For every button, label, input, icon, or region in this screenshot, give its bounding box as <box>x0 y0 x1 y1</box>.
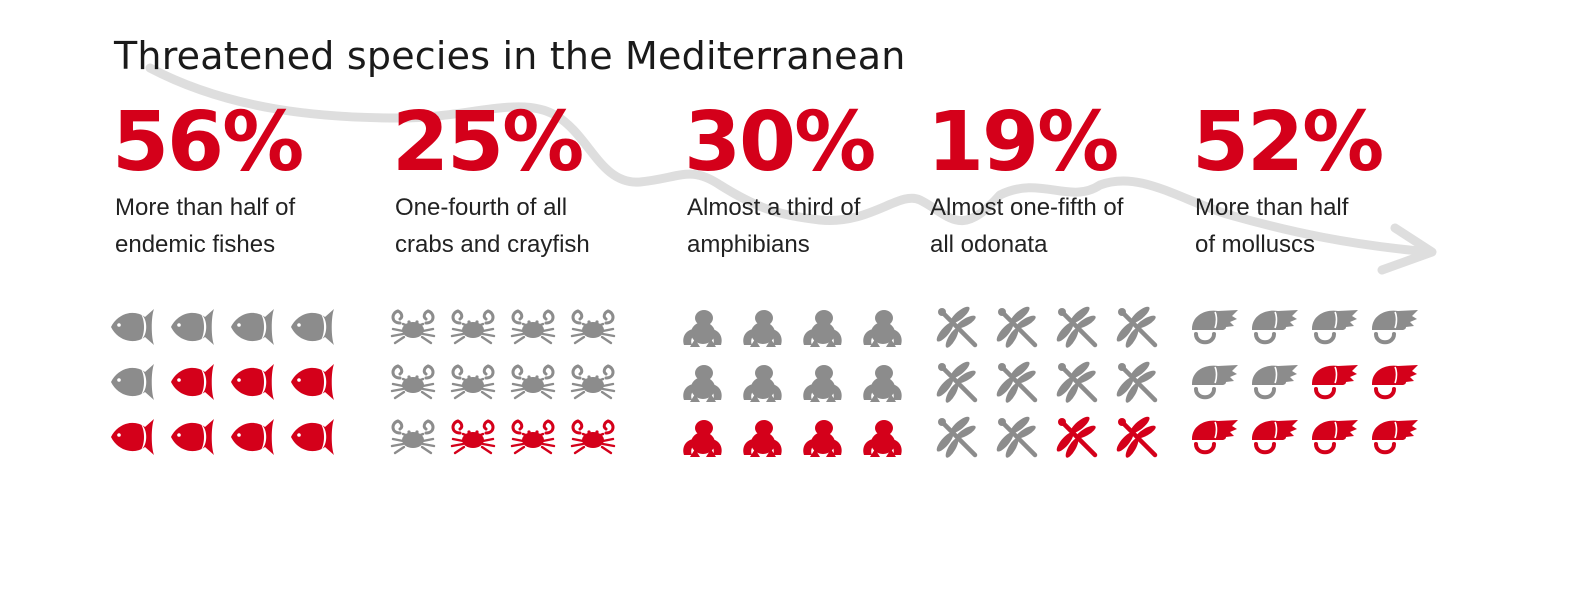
group-odonata: 19% Almost one-fifth of all odonata <box>927 95 1197 263</box>
group-amphibians: 30% Almost a third of amphibians <box>684 95 954 263</box>
snail-shell-icon <box>1192 420 1238 455</box>
group-description: More than half of molluscs <box>1192 189 1462 263</box>
crab-icon <box>510 419 556 455</box>
percent-value: 19% <box>927 95 1119 190</box>
crab-icon <box>390 419 436 455</box>
icon-grid-svg <box>390 309 616 455</box>
crab-icon <box>510 364 556 400</box>
group-crabs: 25% One-fourth of all crabs and crayfish <box>392 95 662 263</box>
dragonfly-icon <box>936 416 978 458</box>
frog-icon <box>803 365 842 402</box>
snail-shell-icon <box>1312 365 1358 400</box>
icon-grid-svg <box>111 309 334 455</box>
icon-grid-amphibians <box>678 305 948 465</box>
snail-shell-icon <box>1372 310 1418 345</box>
snail-shell-icon <box>1372 365 1418 400</box>
percent-value: 56% <box>112 95 304 190</box>
percent-value: 52% <box>1192 95 1384 190</box>
description-line-1: One-fourth of all <box>395 194 568 221</box>
frog-icon <box>743 365 782 402</box>
dragonfly-icon <box>996 306 1038 348</box>
fish-icon <box>291 364 334 400</box>
icon-grid-odonata <box>933 305 1203 465</box>
dragonfly-icon <box>1056 416 1098 458</box>
dragonfly-icon <box>996 416 1038 458</box>
description-line-1: Almost a third of <box>687 194 861 221</box>
description-line-2: amphibians <box>687 231 810 258</box>
fish-icon <box>111 419 154 455</box>
fish-icon <box>231 364 274 400</box>
description-line-2: crabs and crayfish <box>395 231 590 258</box>
frog-icon <box>683 420 722 457</box>
snail-shell-icon <box>1192 310 1238 345</box>
crab-icon <box>450 419 496 455</box>
frog-icon <box>683 365 722 402</box>
description-line-2: of molluscs <box>1195 231 1316 258</box>
crab-icon <box>570 419 616 455</box>
group-description: More than half of endemic fishes <box>112 189 382 263</box>
crab-icon <box>570 309 616 345</box>
snail-shell-icon <box>1252 310 1298 345</box>
fish-icon <box>111 364 154 400</box>
frog-icon <box>863 420 902 457</box>
frog-icon <box>803 420 842 457</box>
fish-icon <box>291 309 334 345</box>
frog-icon <box>743 310 782 347</box>
frog-icon <box>863 365 902 402</box>
dragonfly-icon <box>1056 306 1098 348</box>
snail-shell-icon <box>1252 365 1298 400</box>
dragonfly-icon <box>996 361 1038 403</box>
group-molluscs: 52% More than half of molluscs <box>1192 95 1462 263</box>
icon-grid-svg <box>683 310 902 457</box>
dragonfly-icon <box>1116 416 1158 458</box>
crab-icon <box>450 364 496 400</box>
crab-icon <box>390 309 436 345</box>
snail-shell-icon <box>1312 420 1358 455</box>
frog-icon <box>803 310 842 347</box>
snail-shell-icon <box>1252 420 1298 455</box>
dragonfly-icon <box>1116 361 1158 403</box>
crab-icon <box>390 364 436 400</box>
snail-shell-icon <box>1372 420 1418 455</box>
fish-icon <box>171 364 214 400</box>
dragonfly-icon <box>1116 306 1158 348</box>
percent-value: 25% <box>392 95 584 190</box>
group-description: Almost one-fifth of all odonata <box>927 189 1197 263</box>
dragonfly-icon <box>936 361 978 403</box>
frog-icon <box>683 310 722 347</box>
fish-icon <box>171 419 214 455</box>
fish-icon <box>231 419 274 455</box>
icon-grid-fishes <box>108 305 378 465</box>
group-fishes: 56% More than half of endemic fishes <box>112 95 382 263</box>
dragonfly-icon <box>1056 361 1098 403</box>
icon-grid-crabs <box>388 305 658 465</box>
snail-shell-icon <box>1192 365 1238 400</box>
snail-shell-icon <box>1312 310 1358 345</box>
page-title: Threatened species in the Mediterranean <box>114 34 906 78</box>
icon-grid-svg <box>1192 310 1418 455</box>
frog-icon <box>863 310 902 347</box>
icon-grid-molluscs <box>1188 305 1458 465</box>
group-description: Almost a third of amphibians <box>684 189 954 263</box>
description-line-2: endemic fishes <box>115 231 276 258</box>
description-line-1: Almost one-fifth of <box>930 194 1124 221</box>
description-line-1: More than half <box>1195 194 1349 221</box>
percent-value: 30% <box>684 95 876 190</box>
fish-icon <box>291 419 334 455</box>
dragonfly-icon <box>936 306 978 348</box>
crab-icon <box>450 309 496 345</box>
icon-grid-svg <box>936 306 1158 458</box>
fish-icon <box>231 309 274 345</box>
frog-icon <box>743 420 782 457</box>
crab-icon <box>570 364 616 400</box>
description-line-2: all odonata <box>930 231 1048 258</box>
fish-icon <box>111 309 154 345</box>
fish-icon <box>171 309 214 345</box>
group-description: One-fourth of all crabs and crayfish <box>392 189 662 263</box>
crab-icon <box>510 309 556 345</box>
description-line-1: More than half of <box>115 194 296 221</box>
